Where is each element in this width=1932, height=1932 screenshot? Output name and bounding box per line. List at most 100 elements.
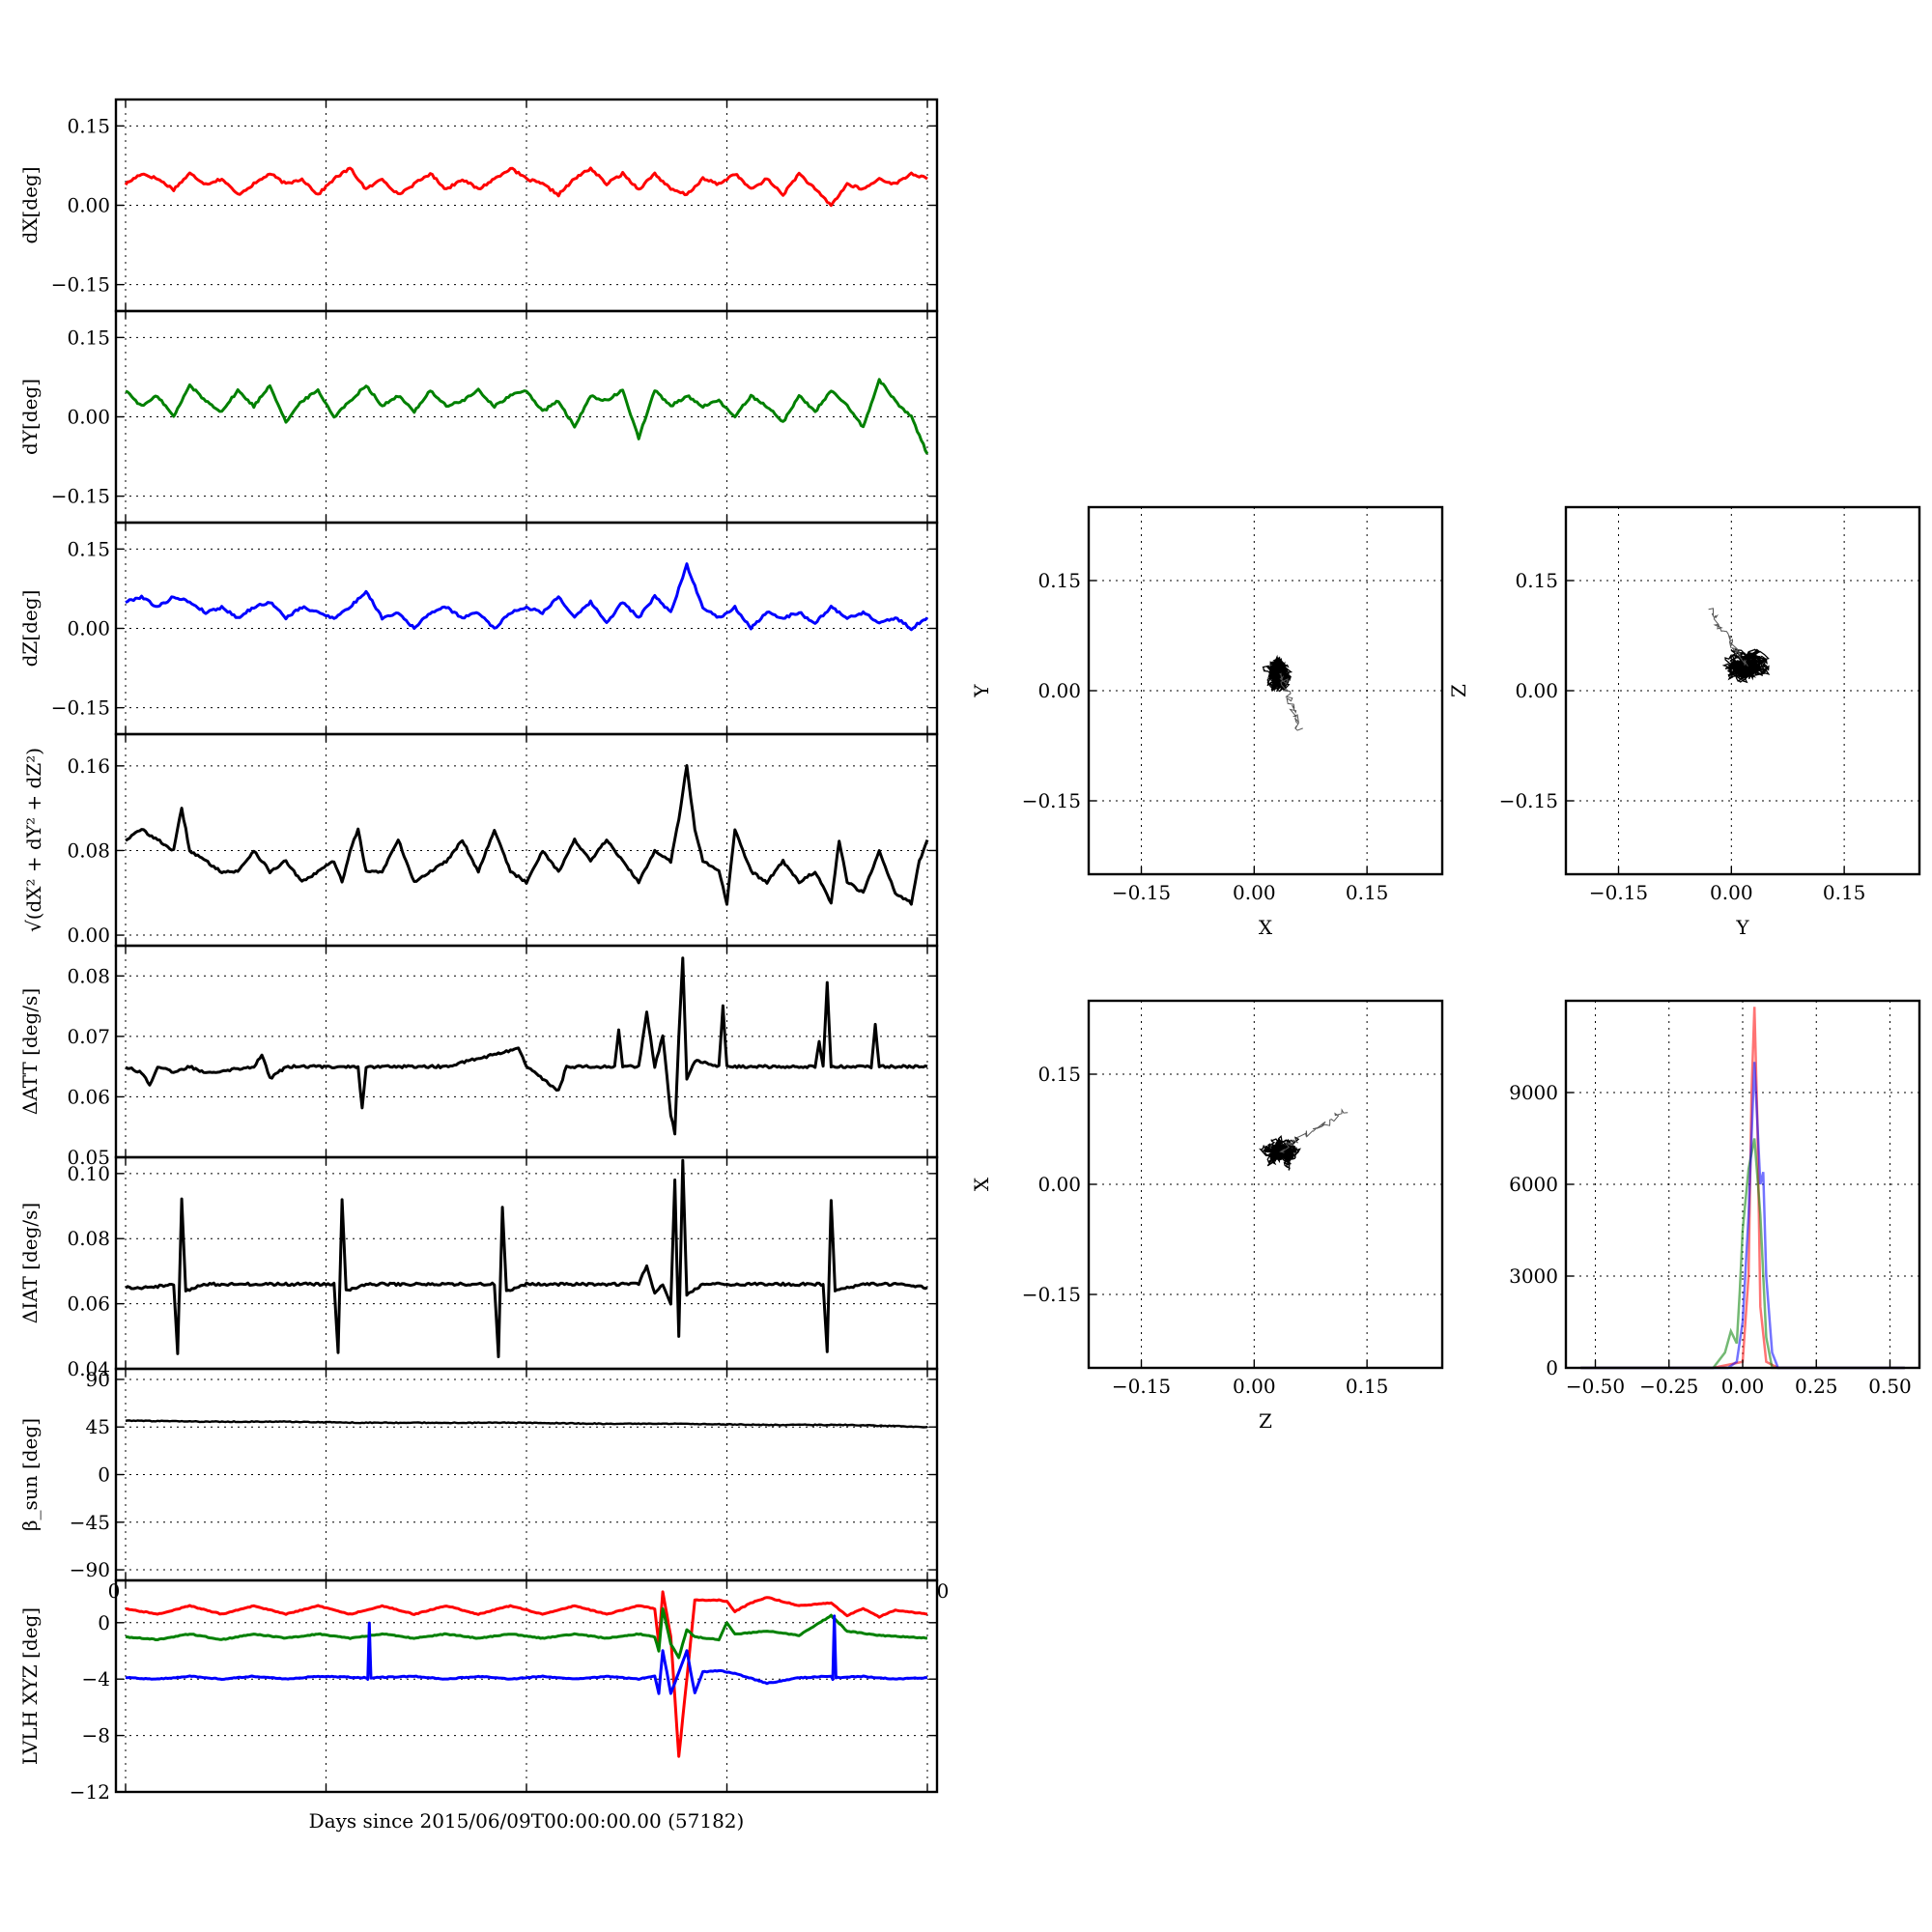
plot-panels: 0.15 0.00 −0.15 dX[deg] 0.15 0.00 −0.15 dY[deg]…	[18, 98, 1921, 1804]
x-tick-label: 0.25	[1795, 1375, 1838, 1398]
panel-ts_mag: 0.16 0.08 0.00 √(dX² + dY² + dZ²)	[22, 732, 939, 948]
x-axis-label: Y	[1735, 916, 1749, 939]
y-tick-label: 6000	[1509, 1173, 1558, 1196]
y-tick-label: −12	[70, 1780, 110, 1804]
y-tick-label: 0.08	[67, 964, 110, 987]
panel-scatter_zx: −0.15 0.15 0.00 0.00 0.15 −0.15 Z X	[970, 999, 1444, 1433]
panel-scatter_yz: −0.15 0.15 0.00 0.00 0.15 −0.15 Y Z	[1447, 505, 1921, 939]
panel-ts_diat: 0.10 0.08 0.06 0.04 ΔIAT [deg/s]	[18, 1155, 939, 1380]
x-tick-label: −0.25	[1639, 1375, 1698, 1398]
y-tick-label: −0.15	[1499, 789, 1558, 812]
y-tick-label: −0.15	[1022, 789, 1081, 812]
x-tick-label: 0.50	[1868, 1375, 1912, 1398]
scatter-cloud	[1259, 1134, 1301, 1171]
y-axis-label: ΔATT [deg/s]	[18, 988, 42, 1115]
panel-histogram: −0.50 −0.25 0.00 0.25 0.50 9000 6000 3000 0	[1509, 999, 1921, 1398]
series-line-0	[125, 956, 928, 1136]
y-tick-label: 0.10	[67, 1162, 110, 1185]
y-tick-label: 0.15	[67, 114, 110, 137]
series-line-0	[125, 562, 929, 632]
y-tick-label: 0.08	[67, 1227, 110, 1250]
y-tick-label: 0.00	[1037, 679, 1081, 702]
panel-ts_beta: 90 45 0 −45 −90 β_sun [deg] 0 0	[18, 1367, 950, 1603]
y-tick-label: 9000	[1509, 1081, 1558, 1104]
y-tick-label: −4	[82, 1667, 110, 1690]
corner-label: 0	[937, 1579, 950, 1603]
series-line-0	[124, 166, 928, 208]
series-line-0	[125, 1158, 928, 1358]
y-tick-label: 0	[98, 1611, 110, 1634]
panel-scatter_xy: −0.15 0.15 0.00 0.00 0.15 −0.15 X Y	[970, 505, 1444, 939]
y-tick-label: 3000	[1509, 1264, 1558, 1288]
panel-ts_dx: 0.15 0.00 −0.15 dX[deg]	[18, 98, 939, 313]
scatter-cloud	[1262, 654, 1293, 693]
scatter-tail	[1279, 672, 1303, 731]
x-tick-label: 0.00	[1721, 1375, 1765, 1398]
y-tick-label: −0.15	[51, 696, 110, 720]
x-tick-label: 0.15	[1823, 881, 1866, 904]
x-tick-label: 0.00	[1233, 1375, 1276, 1398]
y-tick-label: 0.06	[67, 1293, 110, 1316]
y-tick-label: 0.00	[1515, 679, 1558, 702]
y-axis-label: dY[deg]	[18, 379, 42, 455]
x-tick-label: 0.00	[1710, 881, 1753, 904]
y-tick-label: 0.00	[67, 923, 110, 947]
y-tick-label: 0.08	[67, 838, 110, 862]
series-line-0	[125, 1590, 928, 1758]
panel-frame	[114, 944, 939, 1159]
x-tick-label: 0.00	[1233, 881, 1276, 904]
x-axis-label: Z	[1259, 1409, 1272, 1433]
panel-ts_dy: 0.15 0.00 −0.15 dY[deg]	[18, 309, 939, 525]
scatter-cloud	[1721, 648, 1771, 684]
corner-label: 0	[108, 1579, 121, 1603]
x-axis-label: X	[1259, 916, 1273, 939]
y-axis-label: X	[970, 1177, 993, 1191]
y-axis-label: β_sun [deg]	[18, 1418, 42, 1531]
y-tick-label: 0	[1546, 1356, 1558, 1379]
y-tick-label: 0.15	[1515, 569, 1558, 592]
y-tick-label: −0.15	[51, 273, 110, 297]
y-tick-label: 0.04	[67, 1357, 110, 1380]
x-tick-label: −0.15	[1112, 881, 1171, 904]
y-tick-label: 0	[98, 1463, 110, 1487]
y-axis-label: √(dX² + dY² + dZ²)	[22, 748, 45, 932]
histogram-series-1	[1580, 1138, 1905, 1370]
y-axis-label: Z	[1447, 684, 1470, 697]
y-tick-label: 0.15	[67, 537, 110, 560]
y-tick-label: 0.06	[67, 1085, 110, 1108]
y-tick-label: −45	[70, 1511, 110, 1534]
x-axis-label: Days since 2015/06/09T00:00:00.00 (57182…	[309, 1809, 745, 1833]
y-axis-label: dZ[deg]	[18, 590, 42, 668]
x-tick-label: −0.15	[1589, 881, 1648, 904]
panel-frame	[114, 1155, 939, 1371]
x-tick-label: −0.50	[1566, 1375, 1625, 1398]
series-line-0	[125, 1419, 928, 1429]
series-line-0	[125, 764, 929, 906]
y-tick-label: −0.15	[1022, 1283, 1081, 1306]
x-tick-label: −0.15	[1112, 1375, 1171, 1398]
panel-ts_dz: 0.15 0.00 −0.15 dZ[deg]	[18, 521, 939, 736]
y-axis-label: Y	[970, 684, 993, 698]
series-line-0	[125, 378, 929, 455]
y-tick-label: −0.15	[51, 485, 110, 508]
histogram-series-2	[1580, 1062, 1905, 1370]
panel-ts_datt: 0.08 0.07 0.06 0.05 ΔATT [deg/s]	[18, 944, 939, 1169]
y-tick-label: 0.00	[67, 406, 110, 429]
y-axis-label: dX[deg]	[18, 166, 42, 243]
x-tick-label: 0.15	[1346, 1375, 1389, 1398]
y-tick-label: 0.15	[67, 326, 110, 349]
x-tick-label: 0.15	[1346, 881, 1389, 904]
scatter-tail	[1279, 1108, 1349, 1153]
y-tick-label: 45	[86, 1415, 110, 1438]
panel-frame	[114, 1578, 939, 1794]
y-tick-label: 0.15	[1037, 1063, 1081, 1086]
y-axis-label: ΔIAT [deg/s]	[18, 1203, 42, 1323]
y-tick-label: 90	[86, 1368, 110, 1391]
y-tick-label: −8	[82, 1724, 110, 1747]
y-tick-label: 0.05	[67, 1146, 110, 1169]
y-tick-label: 0.00	[67, 617, 110, 640]
series-line-1	[125, 1606, 928, 1660]
y-tick-label: 0.07	[67, 1025, 110, 1048]
panel-ts_lvlh: 0 −4 −8 −12 LVLH XYZ [deg]	[18, 1578, 939, 1804]
